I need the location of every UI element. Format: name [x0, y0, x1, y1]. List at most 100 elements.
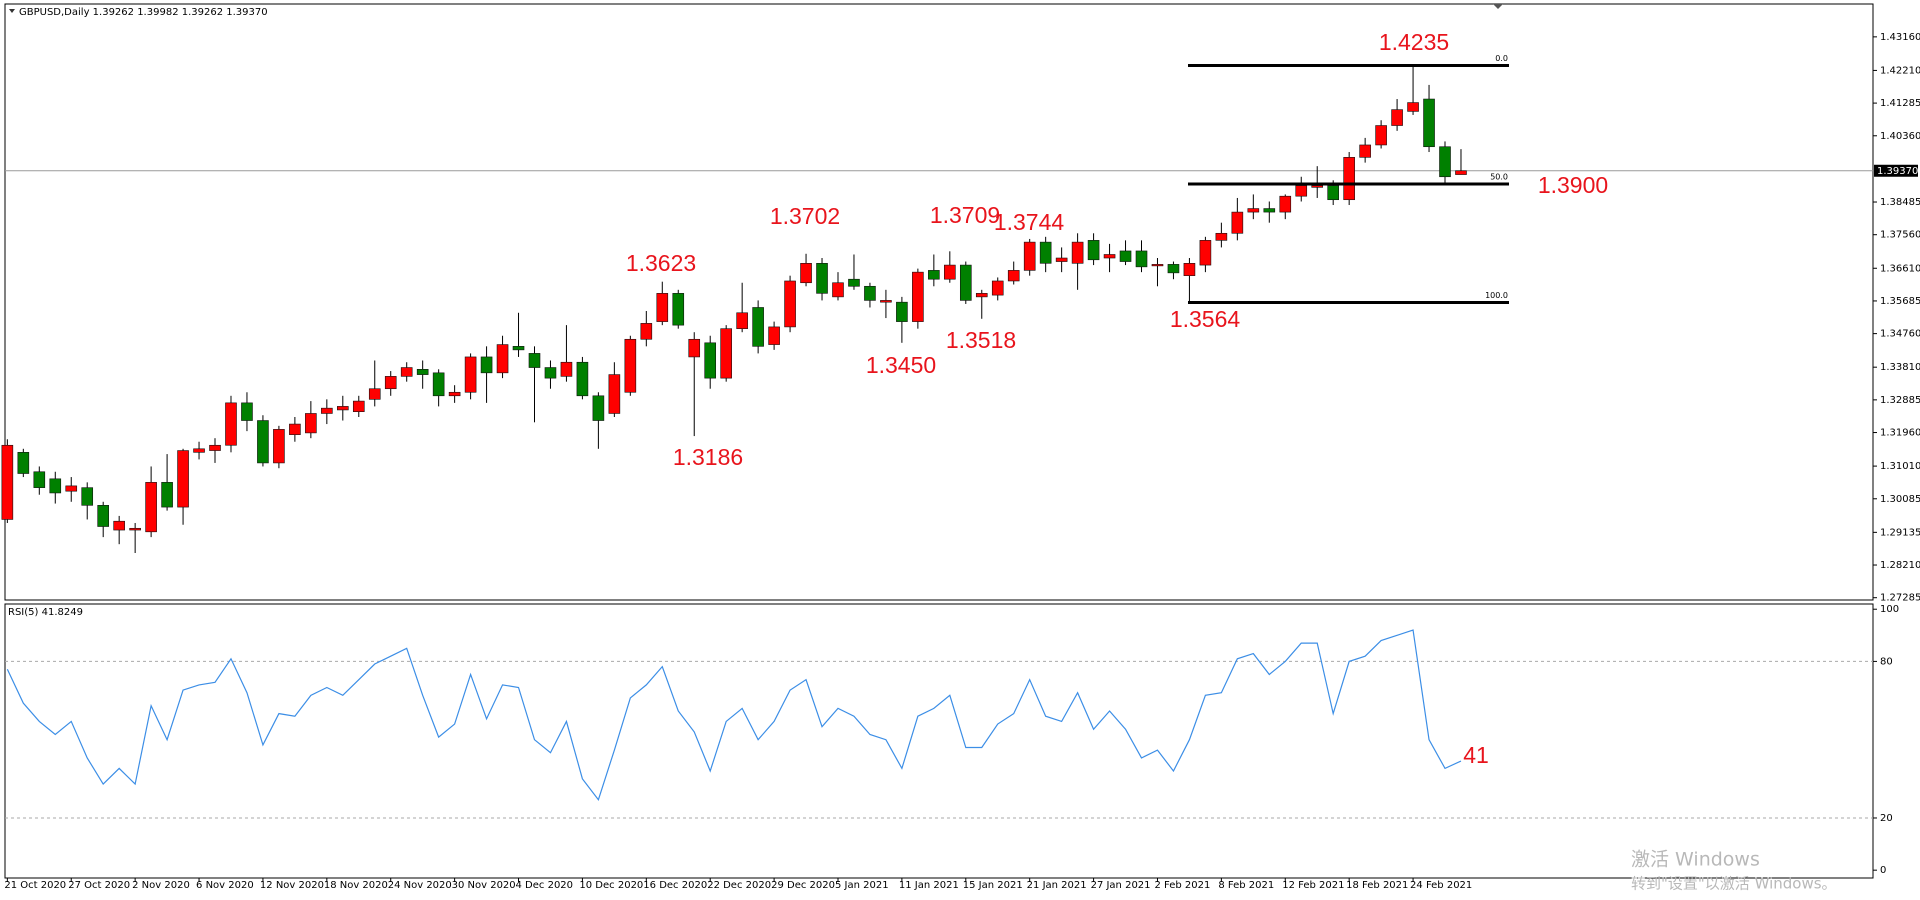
candle-body: [544, 367, 557, 379]
candle-body: [1183, 263, 1196, 276]
current-price-label: 1.39370: [1877, 166, 1918, 177]
candle-body: [225, 402, 237, 446]
candle-body: [1135, 250, 1148, 268]
candle-body: [1455, 170, 1467, 175]
y-tick-label: 1.35685: [1880, 296, 1920, 307]
candle-body: [480, 356, 493, 374]
fib-level-label: 100.0: [1485, 291, 1508, 300]
candle-body: [432, 372, 445, 397]
candle-body: [1263, 208, 1276, 213]
candle-body: [912, 271, 924, 322]
rsi-title: RSI(5) 41.8249: [8, 607, 83, 618]
y-tick-label: 1.42210: [1880, 65, 1920, 76]
candle-body: [720, 328, 732, 379]
candle-body: [1199, 240, 1212, 266]
candle-body: [1407, 102, 1419, 112]
fib-level-label: 0.0: [1495, 54, 1508, 63]
candle-body: [1327, 185, 1339, 201]
candle-body: [816, 263, 828, 294]
x-tick-label: 24 Nov 2020: [388, 880, 452, 891]
candle-body: [864, 285, 876, 301]
candle-body: [752, 307, 764, 347]
x-tick-label: 4 Dec 2020: [516, 880, 574, 891]
candle-body: [1215, 232, 1228, 241]
candle-body: [1087, 240, 1100, 261]
candle-body: [928, 270, 940, 280]
x-tick-label: 30 Nov 2020: [452, 880, 516, 891]
candle-body: [1039, 241, 1052, 264]
x-tick-label: 15 Jan 2021: [963, 880, 1023, 891]
candle-body: [624, 338, 637, 393]
y-tick-label: 100: [1880, 604, 1899, 615]
candle-body: [193, 448, 205, 453]
candle-body: [81, 487, 94, 506]
y-tick-label: 1.34760: [1880, 329, 1920, 340]
candle-body: [672, 293, 685, 326]
candle-body: [944, 264, 956, 280]
x-tick-label: 5 Jan 2021: [835, 880, 889, 891]
candle-body: [161, 482, 173, 508]
candle-body: [975, 293, 988, 298]
x-tick-label: 10 Dec 2020: [579, 880, 643, 891]
candle-body: [1391, 109, 1403, 126]
rsi-annotation: 41: [1463, 742, 1489, 768]
candle-body: [113, 520, 125, 531]
candle-body: [528, 353, 541, 368]
x-tick-label: 21 Oct 2020: [4, 880, 66, 891]
candle-body: [448, 391, 461, 397]
candle-body: [241, 402, 253, 421]
candle-body: [145, 482, 157, 533]
y-tick-label: 1.38485: [1880, 197, 1920, 208]
candle-body: [896, 301, 908, 322]
candle-body: [1007, 270, 1020, 282]
watermark: 激活 Windows: [1631, 849, 1760, 871]
candle-body: [464, 356, 477, 393]
candle-body: [991, 280, 1004, 296]
y-tick-label: 80: [1880, 656, 1893, 667]
x-tick-label: 29 Dec 2020: [771, 880, 835, 891]
candle-body: [1295, 185, 1308, 197]
y-tick-label: 1.40360: [1880, 131, 1920, 142]
candle-body: [1023, 241, 1036, 271]
watermark: 转到"设置"以激活 Windows。: [1631, 875, 1837, 893]
y-tick-label: 1.29135: [1880, 527, 1920, 538]
fib-level-label: 50.0: [1490, 173, 1508, 182]
y-tick-label: 1.37560: [1880, 230, 1920, 241]
x-tick-label: 8 Feb 2021: [1218, 880, 1274, 891]
price-annotation: 1.3623: [626, 250, 696, 276]
candle-body: [177, 450, 189, 508]
candle-body: [704, 342, 717, 379]
candle-body: [352, 400, 365, 412]
candle-body: [512, 346, 525, 351]
x-tick-label: 6 Nov 2020: [196, 880, 254, 891]
candle-body: [688, 338, 701, 358]
x-tick-label: 22 Dec 2020: [707, 880, 771, 891]
x-tick-label: 2 Feb 2021: [1154, 880, 1210, 891]
candle-body: [784, 280, 796, 328]
y-tick-label: 1.31010: [1880, 461, 1920, 472]
candle-body: [1247, 208, 1260, 213]
price-annotation: 1.3518: [946, 327, 1016, 353]
main-frame: [4, 3, 1874, 601]
candle-body: [656, 293, 669, 322]
candle-body: [305, 413, 317, 434]
y-tick-label: 1.43160: [1880, 32, 1920, 43]
price-annotation: 1.3900: [1538, 172, 1608, 198]
x-tick-label: 11 Jan 2021: [899, 880, 959, 891]
candle-body: [576, 361, 589, 397]
price-annotation: 1.3450: [866, 352, 936, 378]
y-tick-label: 0: [1880, 865, 1886, 876]
candle-body: [496, 344, 509, 374]
candle-body: [736, 312, 748, 329]
price-annotation: 1.3702: [770, 203, 840, 229]
x-tick-label: 27 Oct 2020: [68, 880, 130, 891]
candle-body: [1231, 211, 1244, 234]
y-tick-label: 1.30085: [1880, 494, 1920, 505]
menu-triangle[interactable]: [9, 9, 15, 13]
candle-body: [321, 407, 333, 414]
candle-body: [273, 429, 285, 464]
x-tick-label: 2 Nov 2020: [132, 880, 190, 891]
candle-body: [289, 423, 301, 435]
